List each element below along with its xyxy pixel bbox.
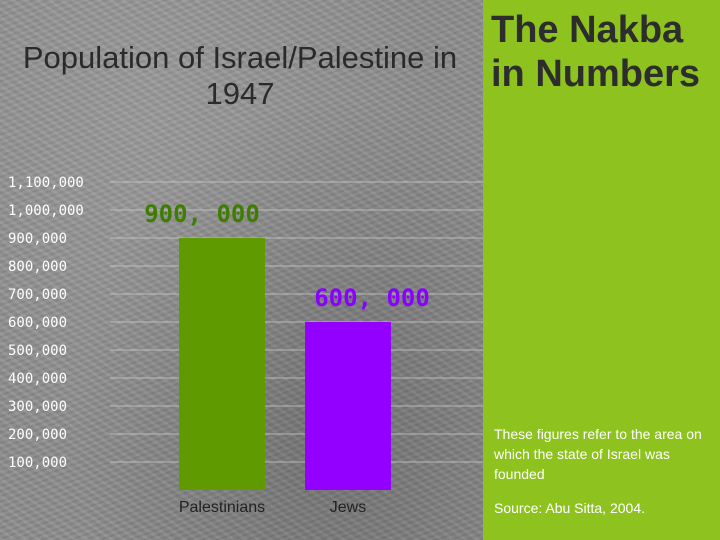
- y-tick-label: 800,000: [8, 259, 67, 275]
- bar-chart: 100,000 200,000 300,000 400,000 500,000 600,0…: [8, 175, 483, 516]
- y-tick-label: 400,000: [8, 371, 67, 387]
- panel-note: These figures refer to the area on which…: [494, 426, 702, 482]
- x-tick-label: Palestinians: [179, 499, 265, 516]
- y-tick-label: 600,000: [8, 315, 67, 331]
- y-tick-label: 100,000: [8, 455, 67, 471]
- y-tick-label: 500,000: [8, 343, 67, 359]
- chart-title: Population of Israel/Palestine in 1947: [22, 40, 458, 111]
- bar-palestinians: [179, 238, 265, 490]
- side-panel: The Nakba in Numbers These figures refer…: [483, 0, 720, 540]
- y-tick-label: 300,000: [8, 399, 67, 415]
- source-citation: Source: Abu Sitta, 2004.: [494, 500, 645, 516]
- y-tick-label: 1,100,000: [8, 175, 84, 191]
- x-tick-label: Jews: [330, 499, 366, 516]
- panel-title: The Nakba in Numbers: [491, 9, 701, 95]
- y-tick-label: 700,000: [8, 287, 67, 303]
- data-label: 600, 000: [314, 284, 430, 312]
- y-tick-label: 200,000: [8, 427, 67, 443]
- data-label: 900, 000: [144, 200, 260, 228]
- y-tick-label: 900,000: [8, 231, 67, 247]
- bar-jews: [305, 322, 391, 490]
- y-tick-label: 1,000,000: [8, 203, 84, 219]
